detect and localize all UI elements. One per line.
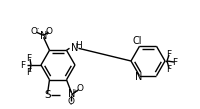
Text: N: N (70, 43, 78, 53)
Text: O: O (68, 97, 75, 106)
Text: F: F (166, 65, 171, 73)
Text: -: - (37, 26, 39, 31)
Text: -: - (70, 103, 72, 108)
Text: F: F (20, 60, 25, 70)
Text: F: F (26, 54, 31, 62)
Text: F: F (172, 58, 177, 66)
Text: O: O (46, 27, 53, 36)
Text: +: + (72, 89, 77, 94)
Text: S: S (44, 90, 51, 100)
Text: F: F (166, 49, 171, 59)
Text: H: H (75, 41, 81, 50)
Text: N: N (67, 89, 75, 99)
Text: O: O (31, 27, 38, 36)
Text: Cl: Cl (132, 36, 142, 46)
Text: O: O (77, 84, 84, 93)
Text: F: F (26, 67, 31, 77)
Text: +: + (44, 31, 49, 36)
Text: N: N (40, 31, 47, 41)
Text: N: N (134, 72, 141, 82)
